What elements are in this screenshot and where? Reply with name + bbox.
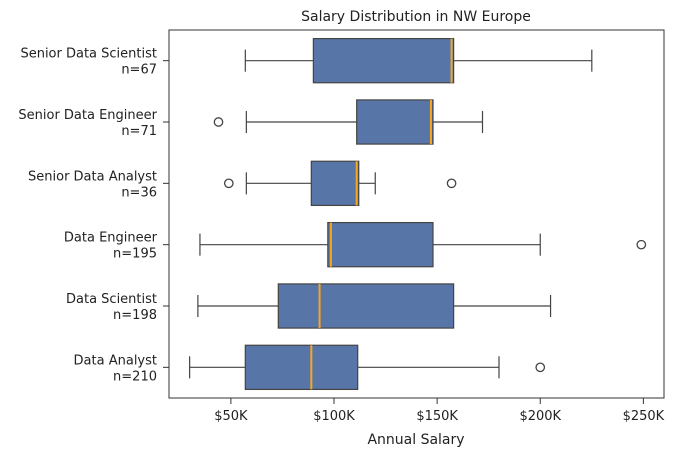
y-tick-label: Senior Data Analyst <box>28 169 157 184</box>
y-tick-label: Data Analyst <box>74 353 157 368</box>
x-axis: $50K $100K $150K $200K $250K <box>214 398 665 424</box>
outlier-point <box>223 178 234 189</box>
box-group <box>244 37 593 84</box>
box-group <box>213 99 484 145</box>
box <box>312 37 455 84</box>
x-tick-label: $150K <box>416 409 458 424</box>
y-tick-label: Data Engineer <box>64 231 158 246</box>
y-tick-count-label: n=210 <box>113 369 157 384</box>
plot-area <box>189 37 647 391</box>
y-tick-count-label: n=71 <box>121 124 157 139</box>
outlier-point <box>446 178 457 189</box>
box-group <box>189 344 546 391</box>
box <box>310 160 360 207</box>
box-group <box>197 283 552 329</box>
y-tick-label: Senior Data Scientist <box>20 47 157 62</box>
outlier-point <box>535 362 546 373</box>
outlier-point <box>213 117 224 127</box>
y-tick-count-label: n=36 <box>121 185 157 200</box>
y-tick-count-label: n=198 <box>113 308 157 323</box>
y-tick-label: Senior Data Engineer <box>18 108 157 123</box>
y-tick-label: Data Scientist <box>66 292 157 307</box>
box <box>277 283 455 329</box>
box <box>244 344 359 391</box>
box <box>356 99 434 145</box>
plot-frame <box>168 29 665 399</box>
x-tick-label: $200K <box>519 409 561 424</box>
y-tick-count-label: n=195 <box>113 247 157 262</box>
x-tick-label: $250K <box>623 409 665 424</box>
y-tick-count-label: n=67 <box>121 63 157 78</box>
x-tick-label: $50K <box>214 409 248 424</box>
x-axis-label: Annual Salary <box>367 432 464 448</box>
box-group <box>199 221 647 268</box>
x-tick-label: $100K <box>313 409 355 424</box>
box-group <box>223 160 457 207</box>
outlier-point <box>636 239 647 250</box>
chart-title: Salary Distribution in NW Europe <box>301 9 531 25</box>
box <box>327 221 434 268</box>
